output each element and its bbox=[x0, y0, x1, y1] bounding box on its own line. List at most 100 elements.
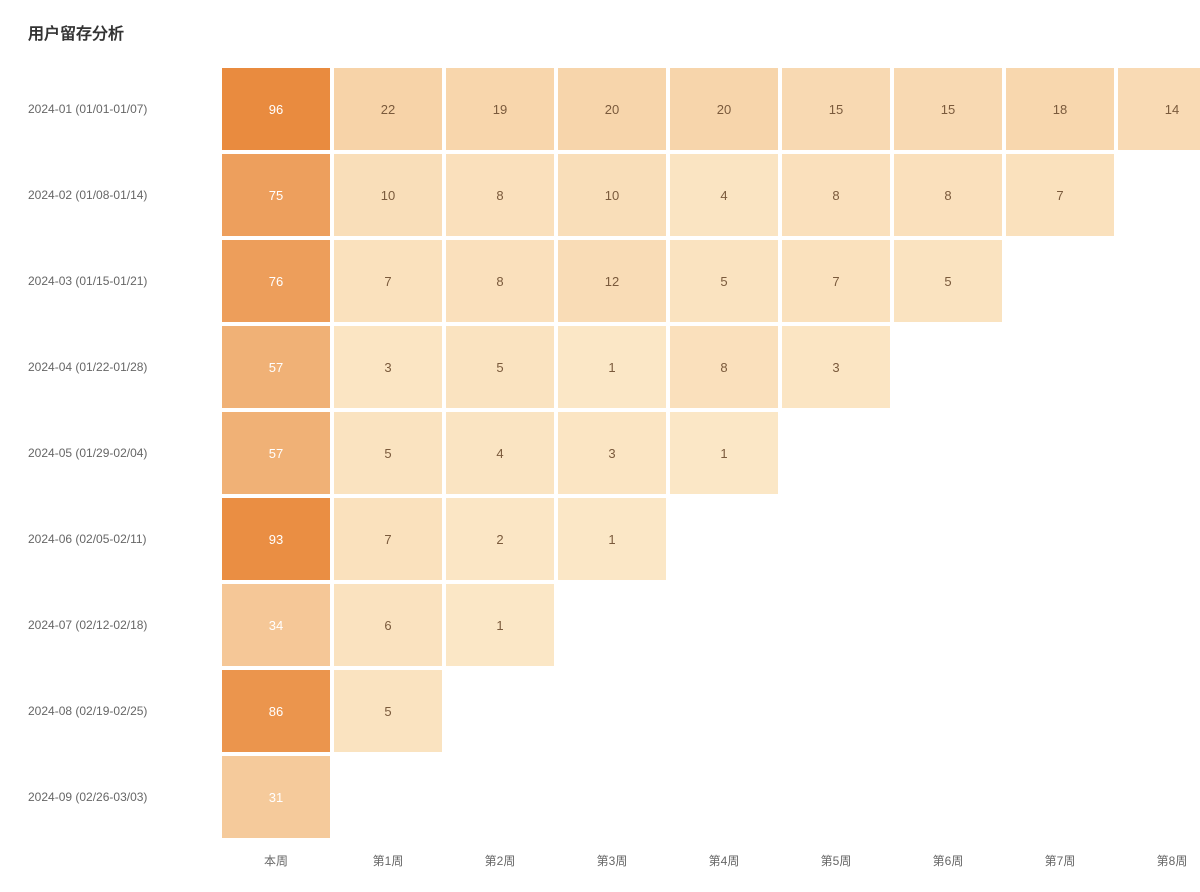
heatmap-cell: 3 bbox=[558, 412, 666, 494]
axis-label: 第6周 bbox=[894, 842, 1002, 872]
cohort-label: 2024-07 (02/12-02/18) bbox=[28, 584, 218, 666]
cohort-label: 2024-09 (02/26-03/03) bbox=[28, 756, 218, 838]
heatmap-cell: 5 bbox=[894, 240, 1002, 322]
heatmap-cell: 8 bbox=[782, 154, 890, 236]
heatmap-cell-empty bbox=[1006, 670, 1114, 752]
heatmap-cell: 5 bbox=[670, 240, 778, 322]
cohort-label: 2024-05 (01/29-02/04) bbox=[28, 412, 218, 494]
heatmap-cell: 7 bbox=[782, 240, 890, 322]
heatmap-cell: 22 bbox=[334, 68, 442, 150]
heatmap-cell: 57 bbox=[222, 326, 330, 408]
heatmap-cell: 15 bbox=[894, 68, 1002, 150]
heatmap-cell: 5 bbox=[446, 326, 554, 408]
heatmap-cell-empty bbox=[782, 670, 890, 752]
heatmap-cell-empty bbox=[558, 756, 666, 838]
heatmap-cell: 1 bbox=[558, 326, 666, 408]
heatmap-cell: 57 bbox=[222, 412, 330, 494]
axis-label: 第7周 bbox=[1006, 842, 1114, 872]
heatmap-cell-empty bbox=[1118, 584, 1200, 666]
retention-heatmap: 2024-01 (01/01-01/07)9622192020151518142… bbox=[28, 68, 1172, 872]
heatmap-cell: 20 bbox=[670, 68, 778, 150]
heatmap-cell: 8 bbox=[446, 154, 554, 236]
heatmap-cell-empty bbox=[334, 756, 442, 838]
heatmap-cell: 8 bbox=[446, 240, 554, 322]
heatmap-cell: 96 bbox=[222, 68, 330, 150]
heatmap-cell-empty bbox=[1118, 670, 1200, 752]
heatmap-cell-empty bbox=[782, 756, 890, 838]
heatmap-cell-empty bbox=[446, 756, 554, 838]
cohort-label: 2024-02 (01/08-01/14) bbox=[28, 154, 218, 236]
heatmap-cell-empty bbox=[1118, 154, 1200, 236]
heatmap-cell: 4 bbox=[446, 412, 554, 494]
heatmap-cell: 93 bbox=[222, 498, 330, 580]
heatmap-cell-empty bbox=[1118, 326, 1200, 408]
heatmap-cell-empty bbox=[670, 584, 778, 666]
axis-spacer bbox=[28, 842, 218, 872]
heatmap-cell: 3 bbox=[782, 326, 890, 408]
heatmap-cell-empty bbox=[894, 670, 1002, 752]
heatmap-cell-empty bbox=[1118, 412, 1200, 494]
heatmap-cell: 15 bbox=[782, 68, 890, 150]
heatmap-cell: 10 bbox=[558, 154, 666, 236]
chart-title: 用户留存分析 bbox=[28, 20, 1172, 44]
axis-label: 第4周 bbox=[670, 842, 778, 872]
heatmap-cell: 8 bbox=[670, 326, 778, 408]
heatmap-cell: 1 bbox=[446, 584, 554, 666]
heatmap-cell-empty bbox=[446, 670, 554, 752]
heatmap-cell: 31 bbox=[222, 756, 330, 838]
heatmap-cell-empty bbox=[894, 326, 1002, 408]
heatmap-cell-empty bbox=[1006, 584, 1114, 666]
axis-label: 第8周 bbox=[1118, 842, 1200, 872]
heatmap-cell-empty bbox=[1118, 498, 1200, 580]
heatmap-cell: 12 bbox=[558, 240, 666, 322]
heatmap-cell: 2 bbox=[446, 498, 554, 580]
axis-label: 第1周 bbox=[334, 842, 442, 872]
heatmap-cell: 10 bbox=[334, 154, 442, 236]
heatmap-cell-empty bbox=[670, 670, 778, 752]
axis-label: 第3周 bbox=[558, 842, 666, 872]
heatmap-cell: 7 bbox=[334, 240, 442, 322]
heatmap-cell: 86 bbox=[222, 670, 330, 752]
heatmap-cell-empty bbox=[1006, 756, 1114, 838]
heatmap-cell: 14 bbox=[1118, 68, 1200, 150]
cohort-label: 2024-08 (02/19-02/25) bbox=[28, 670, 218, 752]
heatmap-cell: 20 bbox=[558, 68, 666, 150]
axis-label: 本周 bbox=[222, 842, 330, 872]
heatmap-cell-empty bbox=[558, 670, 666, 752]
heatmap-cell-empty bbox=[558, 584, 666, 666]
heatmap-cell-empty bbox=[894, 412, 1002, 494]
heatmap-cell-empty bbox=[894, 498, 1002, 580]
heatmap-cell-empty bbox=[782, 412, 890, 494]
heatmap-cell-empty bbox=[782, 584, 890, 666]
heatmap-cell: 76 bbox=[222, 240, 330, 322]
heatmap-cell: 75 bbox=[222, 154, 330, 236]
heatmap-cell: 1 bbox=[670, 412, 778, 494]
axis-label: 第5周 bbox=[782, 842, 890, 872]
heatmap-cell: 7 bbox=[334, 498, 442, 580]
heatmap-cell-empty bbox=[894, 584, 1002, 666]
cohort-label: 2024-01 (01/01-01/07) bbox=[28, 68, 218, 150]
heatmap-cell: 8 bbox=[894, 154, 1002, 236]
heatmap-cell: 1 bbox=[558, 498, 666, 580]
heatmap-cell: 3 bbox=[334, 326, 442, 408]
heatmap-cell-empty bbox=[1006, 240, 1114, 322]
heatmap-cell: 18 bbox=[1006, 68, 1114, 150]
axis-label: 第2周 bbox=[446, 842, 554, 872]
heatmap-cell-empty bbox=[782, 498, 890, 580]
heatmap-cell: 5 bbox=[334, 412, 442, 494]
heatmap-cell-empty bbox=[1006, 412, 1114, 494]
heatmap-cell: 19 bbox=[446, 68, 554, 150]
heatmap-cell: 5 bbox=[334, 670, 442, 752]
heatmap-cell-empty bbox=[670, 498, 778, 580]
heatmap-cell-empty bbox=[1006, 326, 1114, 408]
heatmap-cell-empty bbox=[1118, 240, 1200, 322]
heatmap-cell-empty bbox=[894, 756, 1002, 838]
heatmap-cell-empty bbox=[1118, 756, 1200, 838]
cohort-label: 2024-06 (02/05-02/11) bbox=[28, 498, 218, 580]
cohort-label: 2024-03 (01/15-01/21) bbox=[28, 240, 218, 322]
heatmap-cell: 4 bbox=[670, 154, 778, 236]
heatmap-cell: 34 bbox=[222, 584, 330, 666]
heatmap-cell: 6 bbox=[334, 584, 442, 666]
heatmap-cell: 7 bbox=[1006, 154, 1114, 236]
cohort-label: 2024-04 (01/22-01/28) bbox=[28, 326, 218, 408]
